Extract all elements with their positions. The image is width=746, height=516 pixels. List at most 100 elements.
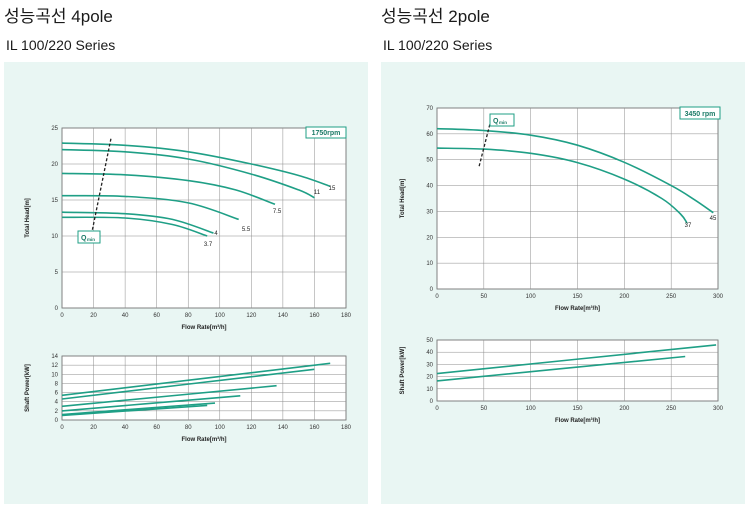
series-line-5-5: [61, 395, 241, 412]
x-tick-label: 300: [713, 406, 724, 412]
x-tick-label: 160: [309, 313, 320, 319]
x-tick-label: 300: [713, 294, 724, 300]
x-tick-label: 100: [215, 425, 226, 431]
rpm-badge: [679, 106, 721, 120]
x-tick-label: 0: [60, 313, 64, 319]
x-tick-label: 0: [435, 294, 439, 300]
x-tick-label: 40: [122, 313, 129, 319]
qmin-label: Q: [81, 235, 87, 242]
y-tick-label: 40: [426, 350, 433, 356]
series-line-15: [61, 362, 331, 397]
y-tick-label: 2: [55, 409, 59, 415]
y-axis-label: Total Head[m]: [400, 179, 406, 219]
y-tick-label: 60: [426, 132, 433, 138]
series-label: 11: [314, 190, 321, 196]
chart-3: 0 50 100 150 200 250 300 0 10 20 30 40 50 Flow Rate[m…: [400, 338, 724, 424]
y-tick-label: 12: [51, 363, 58, 369]
x-tick-label: 140: [278, 425, 289, 431]
x-tick-label: 60: [153, 313, 160, 319]
panel-subtitle-4pole: IL 100/220 Series: [6, 37, 116, 53]
x-tick-label: 250: [666, 294, 677, 300]
x-tick-label: 0: [60, 425, 64, 431]
x-tick-label: 60: [153, 425, 160, 431]
series-line-45: [436, 344, 717, 375]
y-tick-label: 50: [426, 338, 433, 344]
series-line-37: [436, 147, 688, 224]
series-line-15: [61, 142, 331, 188]
qmin-badge: [77, 230, 101, 244]
series-label: 15: [329, 186, 336, 192]
y-tick-label: 40: [426, 184, 433, 190]
qmin-dashed-line: [89, 138, 112, 240]
series-line-11: [61, 368, 315, 400]
x-tick-label: 20: [90, 313, 97, 319]
y-tick-label: 25: [51, 126, 58, 132]
series-label: 7.5: [273, 209, 282, 215]
panel-subtitle-2pole: IL 100/220 Series: [383, 37, 493, 53]
panel-title-4pole: 성능곡선 4pole: [4, 7, 113, 26]
series-line-3-7: [61, 404, 208, 417]
series-label: 3.7: [204, 242, 213, 248]
y-tick-label: 5: [55, 270, 59, 276]
qmin-label: Q: [493, 118, 499, 125]
x-tick-label: 100: [526, 294, 537, 300]
chart-0: 0 20 40 60 80 100 120 140 160 180 0 5 10 15 20 25 Flow R…: [25, 126, 352, 331]
rpm-label: 3450 rpm: [685, 111, 716, 118]
series-label: 45: [710, 216, 717, 222]
y-tick-label: 20: [426, 235, 433, 241]
y-tick-label: 30: [426, 362, 433, 368]
y-tick-label: 50: [426, 158, 433, 164]
qmin-badge: [489, 113, 515, 127]
y-tick-label: 20: [51, 162, 58, 168]
x-tick-label: 250: [666, 406, 677, 412]
x-tick-label: 180: [341, 313, 352, 319]
series-line-5-5: [61, 194, 239, 221]
x-tick-label: 160: [309, 425, 320, 431]
x-tick-label: 150: [572, 294, 583, 300]
x-axis-label: Flow Rate[m³/h]: [182, 436, 227, 443]
y-tick-label: 0: [55, 418, 59, 424]
series-label: 5.5: [242, 227, 251, 233]
y-tick-label: 30: [426, 209, 433, 215]
y-tick-label: 14: [51, 354, 58, 360]
x-tick-label: 40: [122, 425, 129, 431]
y-tick-label: 10: [51, 372, 58, 378]
series-line-4: [61, 402, 216, 416]
x-tick-label: 20: [90, 425, 97, 431]
y-tick-label: 0: [430, 399, 434, 405]
x-tick-label: 200: [619, 294, 630, 300]
x-tick-label: 200: [619, 406, 630, 412]
qmin-dashed-line: [478, 122, 492, 167]
chart-2: 0 50 100 150 200 250 300 0 10 20 30 40 50 60 70 Flow Ra…: [400, 106, 724, 312]
y-tick-label: 10: [51, 234, 58, 240]
series-line-37: [436, 355, 686, 382]
y-axis-label: Total Head[m]: [25, 198, 31, 238]
panel-title-2pole: 성능곡선 2pole: [381, 7, 490, 26]
chart-1: 0 20 40 60 80 100 120 140 160 180 0 2 4 6 8 10 12 14 Flow …: [25, 354, 352, 443]
y-tick-label: 70: [426, 106, 433, 112]
series-label: 37: [685, 223, 692, 229]
x-tick-label: 80: [185, 313, 192, 319]
series-line-7-5: [61, 172, 276, 206]
x-tick-label: 180: [341, 425, 352, 431]
series-line-3-7: [61, 216, 208, 237]
x-axis-label: Flow Rate[m³/h]: [555, 417, 600, 424]
qmin-subscript: min: [499, 120, 507, 125]
y-tick-label: 20: [426, 375, 433, 381]
x-tick-label: 0: [435, 406, 439, 412]
rpm-badge: [305, 126, 347, 139]
series-line-11: [61, 148, 315, 199]
x-tick-label: 140: [278, 313, 289, 319]
y-tick-label: 8: [55, 381, 59, 387]
y-axis-label: Shaft Power[kW]: [400, 347, 406, 395]
x-tick-label: 50: [480, 406, 487, 412]
x-tick-label: 100: [526, 406, 537, 412]
y-tick-label: 0: [430, 287, 434, 293]
y-axis-label: Shaft Power[kW]: [25, 364, 31, 412]
x-tick-label: 100: [215, 313, 226, 319]
y-tick-label: 15: [51, 198, 58, 204]
y-tick-label: 10: [426, 261, 433, 267]
rpm-label: 1750rpm: [312, 130, 341, 137]
y-tick-label: 0: [55, 306, 59, 312]
